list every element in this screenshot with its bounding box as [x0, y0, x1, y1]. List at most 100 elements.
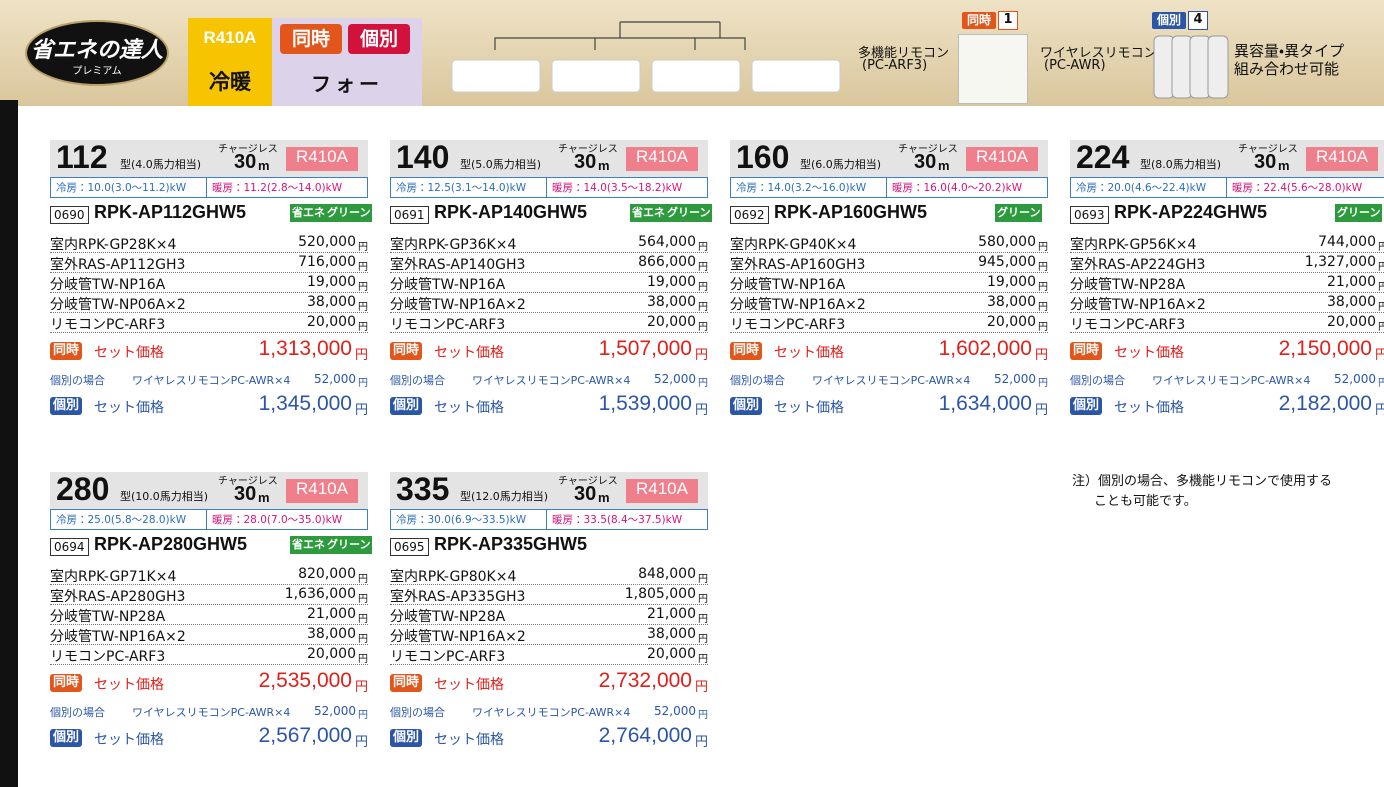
set-price-label: セット価格 [434, 400, 504, 416]
item-name: リモコンPC-ARF3 [730, 317, 846, 333]
heating-spec: 暖房：22.4(5.6～28.0)kW [1232, 182, 1363, 194]
yen: 円 [698, 282, 708, 293]
spec-divider [1226, 178, 1227, 197]
yen: 円 [698, 614, 708, 625]
item-price: 744,000 [1318, 234, 1376, 250]
chargeless-length: 30 [574, 483, 597, 505]
item-name: 室外RAS-AP112GH3 [50, 257, 186, 273]
yen: 円 [358, 654, 368, 665]
yen: 円 [358, 594, 368, 605]
size: 160 [736, 139, 790, 175]
chargeless-length: 30 [574, 151, 597, 173]
row-rule [390, 624, 708, 625]
set-price-label: セット価格 [94, 677, 164, 693]
spec-box [390, 509, 708, 530]
indoor-units [451, 21, 841, 93]
item-price: 21,000 [647, 606, 696, 622]
spec-box [1070, 177, 1384, 198]
wireless-price: 52,000 [994, 372, 1036, 386]
green-badge: グリーン [325, 204, 373, 222]
row-rule [730, 332, 1048, 333]
spec-box [50, 509, 368, 530]
item-price: 21,000 [1327, 274, 1376, 290]
set-price-label: セット価格 [94, 345, 164, 361]
units-label: フォー [311, 72, 383, 96]
spec-divider [206, 510, 207, 529]
set-price-label: セット価格 [434, 732, 504, 748]
item-price: 38,000 [647, 294, 696, 310]
row-rule [390, 584, 708, 585]
item-name: 室外RAS-AP140GH3 [390, 257, 526, 273]
yen: 円 [1038, 262, 1048, 273]
indiv-badge: 個別 [348, 24, 410, 54]
refrigerant-tag: R410A [286, 479, 358, 503]
heating-spec: 暖房：14.0(3.5～18.2)kW [552, 182, 683, 194]
yen: 円 [358, 242, 368, 253]
heating-spec: 暖房：28.0(7.0～35.0)kW [212, 514, 343, 526]
item-price: 866,000 [638, 254, 696, 270]
size: 140 [396, 139, 450, 175]
wireless-price: 52,000 [654, 704, 696, 718]
logo [25, 20, 169, 86]
item-name: 室内RPK-GP40K×4 [730, 237, 857, 253]
set-price-label: セット価格 [94, 400, 164, 416]
row-rule [730, 272, 1048, 273]
yen: 円 [1378, 302, 1384, 313]
yen: 円 [1378, 262, 1384, 273]
row-rule [50, 312, 368, 313]
indiv-case: 個別の場合 [1070, 374, 1125, 387]
size-type: 型(5.0馬力相当) [460, 158, 542, 171]
card: 112 型(4.0馬力相当) チャージレス 30 m R410A 冷房：10.0(3.0～1… [50, 139, 373, 425]
chargeless-length: 30 [914, 151, 937, 173]
item-name: 室外RAS-AP280GH3 [50, 589, 186, 605]
item-price: 38,000 [647, 626, 696, 642]
eco-badge: 省エネ [290, 204, 327, 222]
row-rule [50, 332, 368, 333]
simul-badge: 同時 [390, 674, 423, 692]
spec-divider [206, 178, 207, 197]
item-name: リモコンPC-ARF3 [1070, 317, 1186, 333]
item-price: 20,000 [987, 314, 1036, 330]
model: RPK-AP112GHW5 [94, 202, 247, 222]
wireless-price: 52,000 [314, 704, 356, 718]
yen: 円 [354, 680, 368, 695]
spec-box [730, 177, 1048, 198]
spec-divider [886, 178, 887, 197]
item-price: 21,000 [307, 606, 356, 622]
wireless-remote: ワイヤレスリモコンPC-AWR×4 [1152, 374, 1311, 387]
yen: 円 [358, 634, 368, 645]
yen: 円 [1378, 378, 1384, 389]
yen: 円 [1374, 403, 1384, 418]
item-price: 20,000 [307, 314, 356, 330]
indiv-price: 1,345,000 [258, 392, 352, 415]
item-price: 1,805,000 [624, 586, 696, 602]
item-price: 520,000 [298, 234, 356, 250]
set-price-label: セット価格 [1114, 345, 1184, 361]
item-price: 945,000 [978, 254, 1036, 270]
size-type: 型(12.0馬力相当) [460, 490, 549, 503]
item-name: 分岐管TW-NP16A×2 [730, 297, 866, 313]
row-rule [50, 584, 368, 585]
spec-divider [546, 178, 547, 197]
simul-badge: 同時 [730, 342, 763, 360]
chargeless: チャージレス [898, 144, 958, 155]
indiv-price: 2,764,000 [598, 724, 692, 747]
chargeless-length: 30 [234, 151, 257, 173]
yen: 円 [698, 302, 708, 313]
yen: 円 [698, 654, 708, 665]
yen: 円 [358, 282, 368, 293]
simul-badge: 同時 [50, 674, 83, 692]
set-price-label: セット価格 [94, 732, 164, 748]
item-name: 室外RAS-AP335GH3 [390, 589, 526, 605]
refrigerant-tag: R410A [626, 147, 698, 171]
chargeless-length: 30 [1254, 151, 1277, 173]
indiv-badge: 個別 [1070, 397, 1103, 415]
item-price: 38,000 [1327, 294, 1376, 310]
note-line2: ことも可能です。 [1094, 494, 1197, 509]
size: 280 [56, 471, 110, 507]
model: RPK-AP280GHW5 [94, 534, 248, 554]
item-price: 38,000 [987, 294, 1036, 310]
item-name: 分岐管TW-NP28A [390, 609, 506, 625]
remote2-name: ワイヤレスリモコン [1040, 46, 1157, 61]
row-rule [730, 292, 1048, 293]
